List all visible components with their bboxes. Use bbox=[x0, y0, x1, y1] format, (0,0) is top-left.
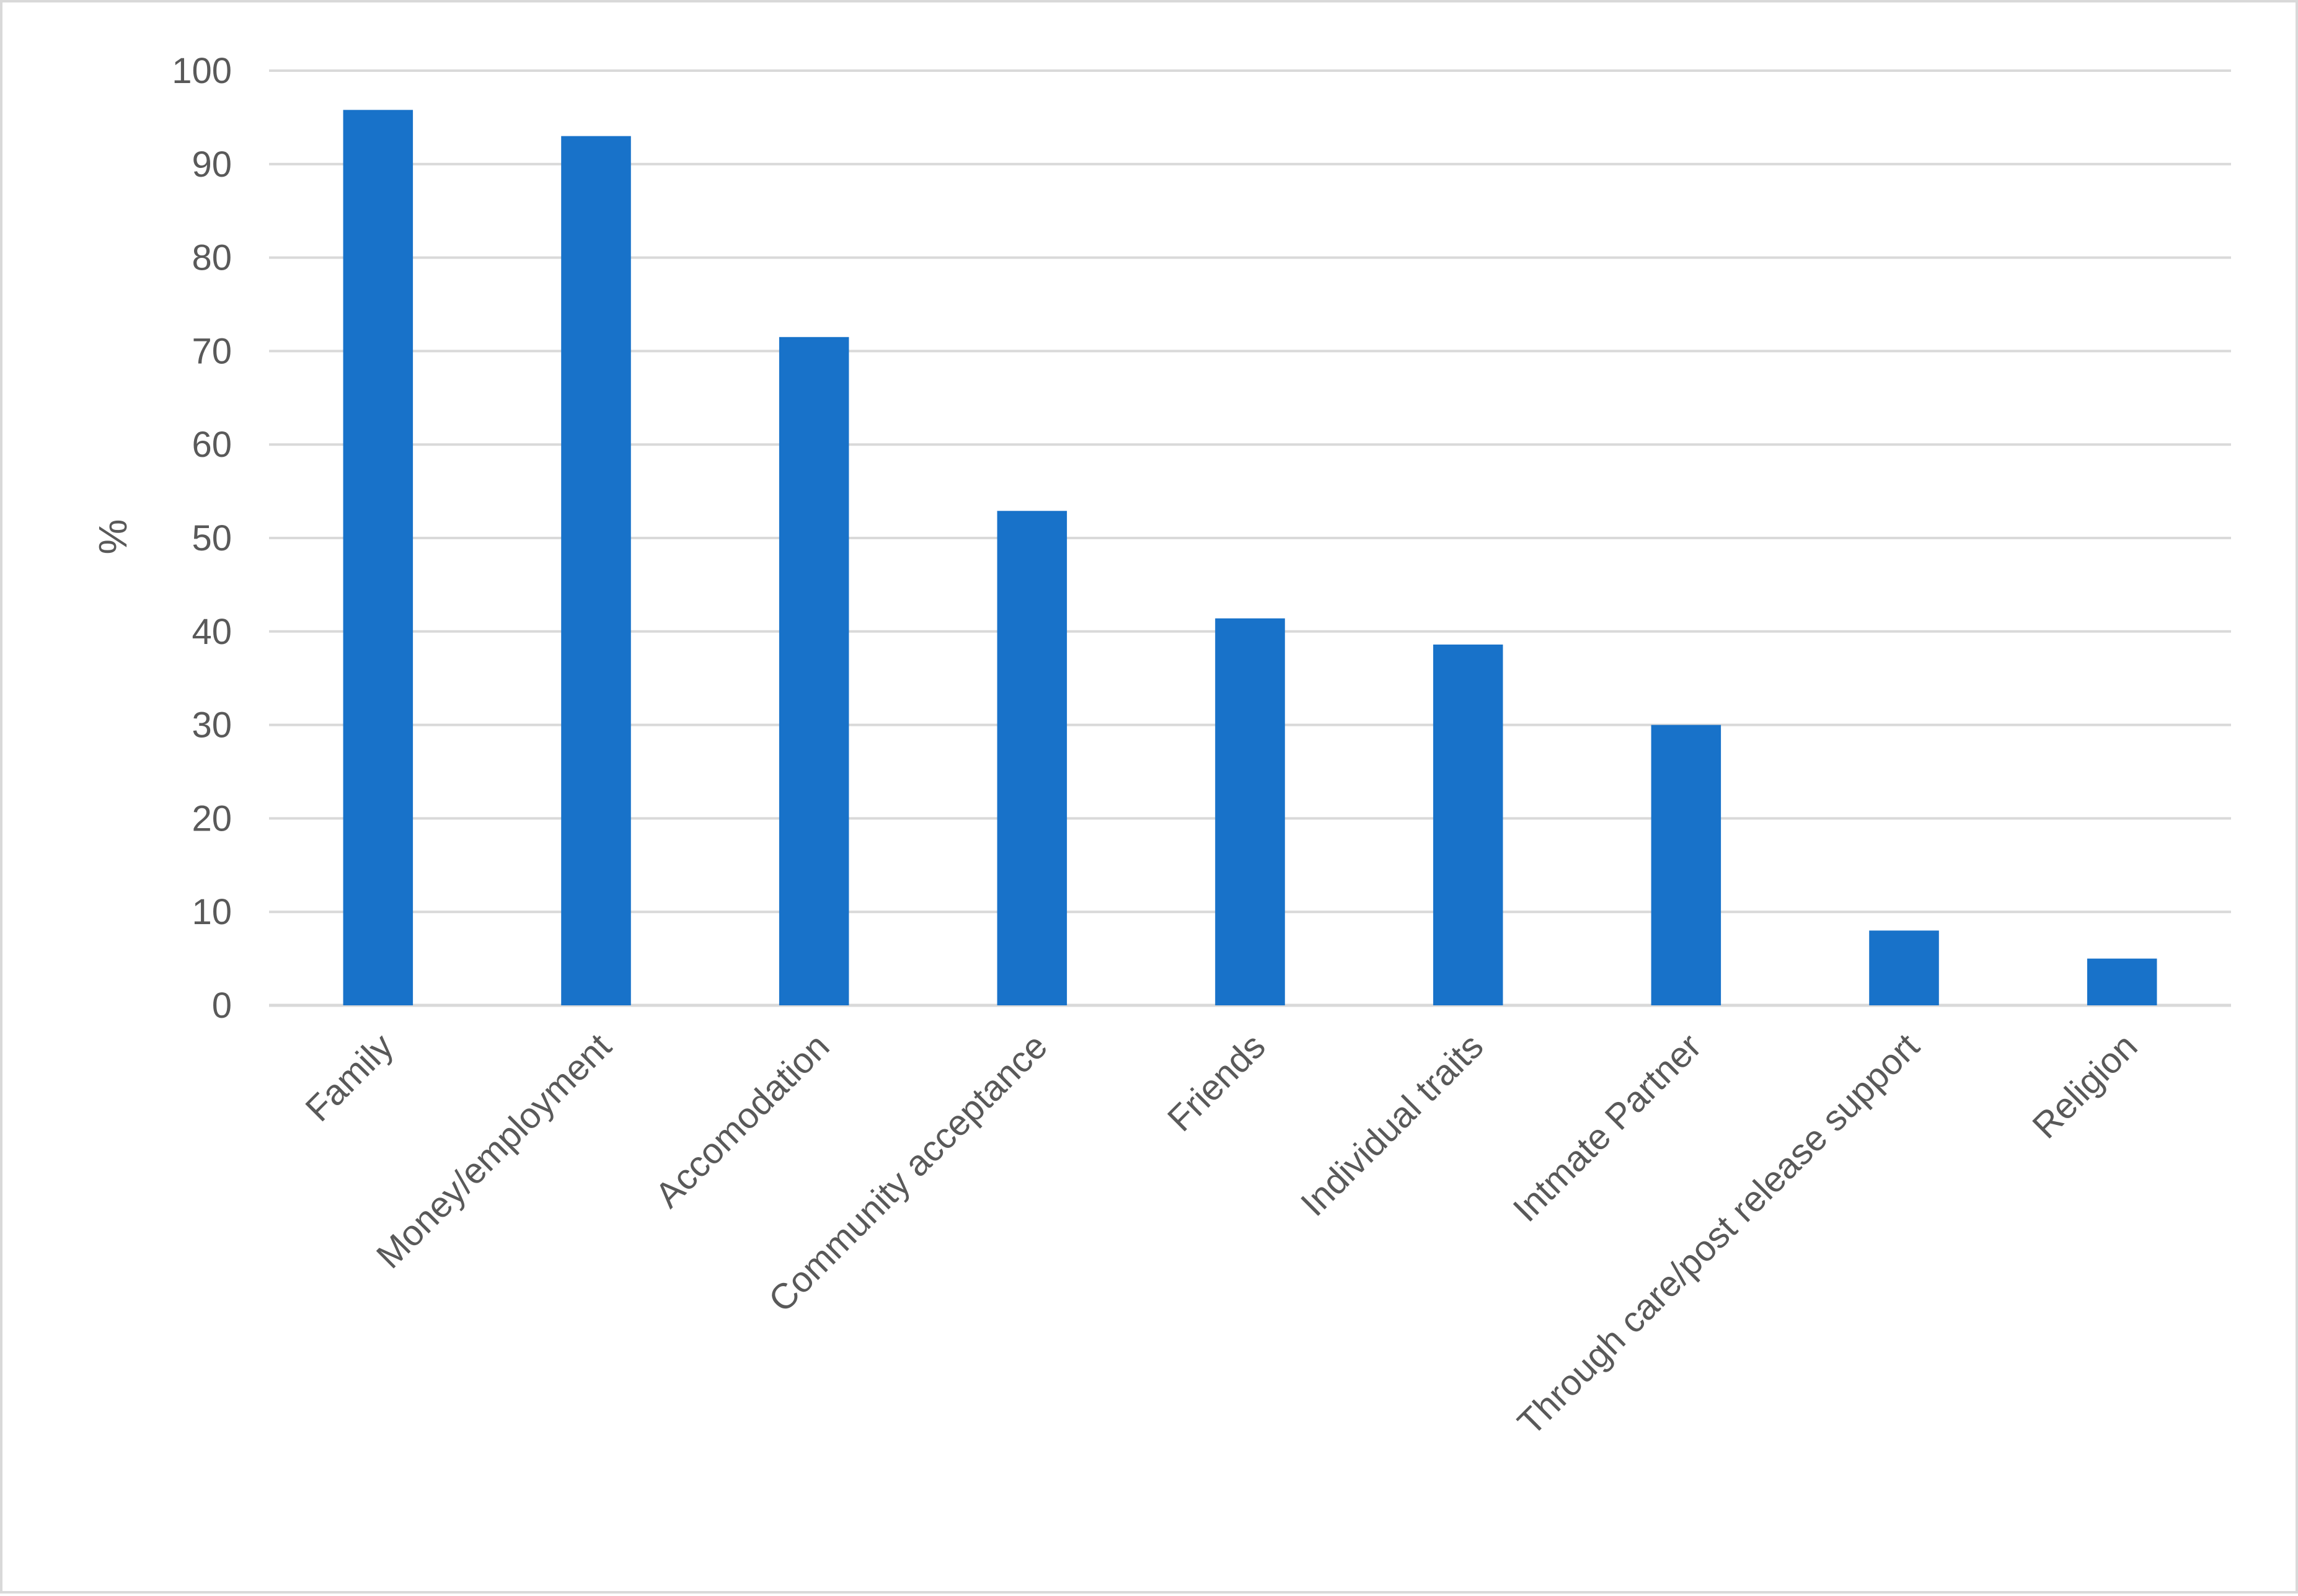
y-axis-ticks: 0 10 20 30 40 50 60 70 80 90 100 bbox=[172, 51, 232, 1026]
y-tick-label: 50 bbox=[192, 518, 232, 558]
y-axis-title: % bbox=[91, 519, 135, 555]
y-tick-label: 90 bbox=[192, 144, 232, 185]
y-tick-label: 80 bbox=[192, 238, 232, 278]
bar bbox=[1215, 618, 1285, 1005]
x-category-label: Friends bbox=[1160, 1026, 1273, 1139]
bar bbox=[2087, 958, 2157, 1005]
y-tick-label: 100 bbox=[172, 51, 232, 91]
x-category-label: Religion bbox=[2025, 1026, 2145, 1146]
bar bbox=[561, 136, 631, 1005]
x-category-label: Through care/post release support bbox=[1510, 1026, 1927, 1443]
bar bbox=[779, 337, 849, 1005]
x-category-label: Accomodation bbox=[648, 1026, 837, 1215]
bar bbox=[343, 110, 413, 1006]
y-tick-label: 20 bbox=[192, 798, 232, 839]
y-tick-label: 60 bbox=[192, 425, 232, 465]
x-category-label: Money/employment bbox=[369, 1026, 619, 1276]
y-tick-label: 0 bbox=[212, 985, 232, 1026]
bar bbox=[1869, 930, 1939, 1005]
bar bbox=[997, 511, 1067, 1005]
y-tick-label: 70 bbox=[192, 331, 232, 371]
x-category-label: Individual traits bbox=[1293, 1026, 1491, 1224]
x-category-label: Intmate Partner bbox=[1505, 1026, 1709, 1230]
bar bbox=[1651, 725, 1721, 1005]
bar bbox=[1433, 644, 1503, 1005]
y-tick-label: 30 bbox=[192, 705, 232, 746]
bars bbox=[343, 110, 2157, 1006]
x-category-label: Family bbox=[298, 1026, 401, 1129]
y-tick-label: 10 bbox=[192, 892, 232, 932]
y-tick-label: 40 bbox=[192, 612, 232, 652]
